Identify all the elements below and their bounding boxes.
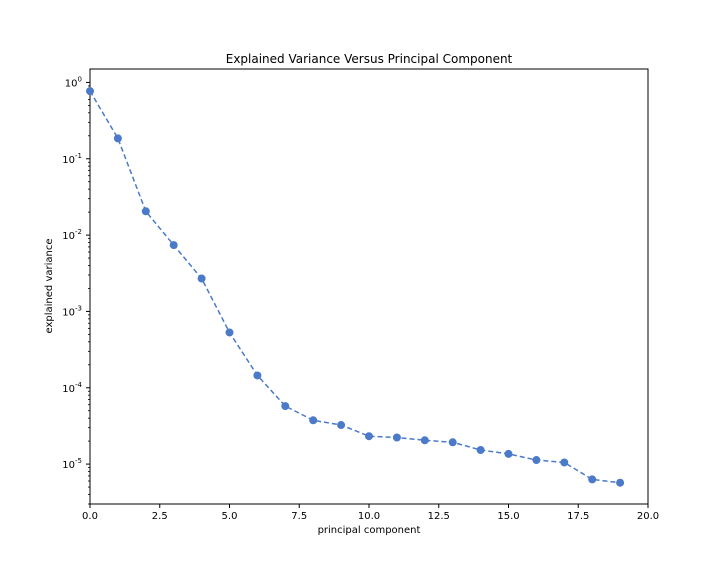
data-point (281, 402, 290, 411)
data-point (86, 87, 94, 96)
data-point (169, 241, 178, 250)
x-tick-label: 12.5 (428, 511, 450, 522)
data-point (588, 475, 597, 484)
data-point (504, 449, 513, 458)
y-tick-label: 10-5 (62, 457, 82, 471)
y-axis-ticks: 100 10-1 10-2 10-3 10-4 10-5 (62, 75, 90, 505)
data-point (532, 456, 541, 465)
data-point (476, 445, 485, 454)
data-point (197, 274, 206, 283)
x-tick-label: 15.0 (497, 511, 519, 522)
data-point (420, 436, 429, 445)
x-tick-label: 2.5 (152, 511, 168, 522)
y-axis-label: explained variance (44, 239, 55, 334)
data-point (309, 416, 318, 425)
data-point (616, 478, 625, 487)
series-layer (86, 87, 625, 487)
data-point (225, 328, 234, 337)
x-tick-label: 10.0 (358, 511, 380, 522)
y-tick-label: 10-3 (62, 304, 82, 318)
y-tick-label: 10-4 (62, 381, 82, 395)
x-tick-label: 20.0 (637, 511, 659, 522)
data-point (365, 432, 373, 441)
data-point (113, 134, 122, 143)
x-tick-label: 0.0 (82, 511, 98, 522)
y-tick-label: 10-1 (62, 152, 82, 166)
x-tick-label: 7.5 (291, 511, 307, 522)
y-tick-label: 100 (65, 75, 82, 89)
data-point (392, 433, 401, 442)
data-point (337, 421, 346, 430)
x-axis-ticks: 0.0 2.5 5.0 7.5 10.0 12.5 15.0 17.5 20.0 (82, 504, 659, 522)
y-tick-label: 10-2 (62, 228, 82, 242)
data-point (448, 438, 457, 447)
data-point (141, 207, 150, 216)
data-point (560, 458, 569, 467)
x-tick-label: 17.5 (567, 511, 589, 522)
series-line (89, 90, 621, 484)
x-axis-label: principal component (318, 525, 421, 536)
x-tick-label: 5.0 (222, 511, 238, 522)
chart-title: Explained Variance Versus Principal Comp… (226, 52, 513, 66)
data-point (253, 371, 262, 380)
